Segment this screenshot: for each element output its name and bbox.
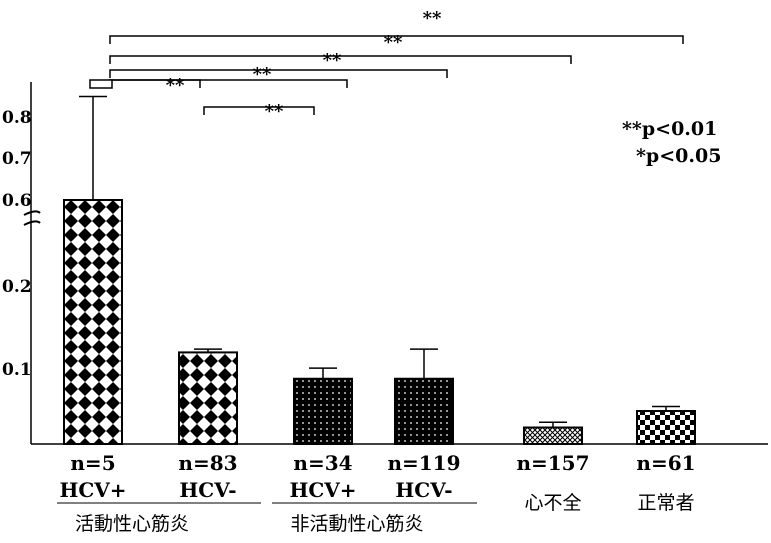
significance-label: ** [423, 8, 442, 29]
n-label: n=157 [516, 451, 589, 475]
bar [395, 379, 453, 444]
y-tick-label: 0.8 [2, 108, 32, 128]
significance-bracket [110, 70, 447, 78]
n-label: n=61 [636, 451, 695, 475]
bar [294, 379, 352, 444]
bar [637, 411, 695, 444]
group-label: 心不全 [524, 492, 581, 514]
significance-label: ** [384, 32, 403, 53]
hcv-label: HCV- [179, 478, 236, 502]
group-label: 正常者 [637, 492, 694, 514]
y-tick-label: 0.2 [2, 277, 32, 297]
significance-label: ** [253, 64, 272, 85]
bar [64, 200, 122, 444]
y-tick-label: 0.1 [2, 360, 32, 380]
n-label: n=5 [70, 451, 115, 475]
group-label: 非活動性心筋炎 [290, 513, 423, 535]
error-cap-box [90, 80, 112, 88]
axis-break-marks [24, 211, 40, 225]
significance-bracket [204, 107, 314, 115]
n-label: n=83 [178, 451, 237, 475]
bar [179, 352, 237, 444]
legend-p001: **p<0.01 [622, 118, 717, 140]
hcv-label: HCV+ [289, 478, 356, 502]
hcv-label: HCV+ [59, 478, 126, 502]
legend-p005: *p<0.05 [636, 145, 721, 167]
y-tick-label: 0.6 [2, 191, 32, 211]
n-label: n=34 [293, 451, 352, 475]
n-label: n=119 [387, 451, 460, 475]
significance-label: ** [323, 50, 342, 71]
group-label: 活動性心筋炎 [75, 513, 189, 535]
significance-label: ** [265, 101, 284, 122]
significance-bracket [110, 80, 347, 88]
significance-label: ** [166, 75, 185, 96]
significance-bracket [110, 80, 200, 88]
y-tick-label: 0.7 [2, 149, 32, 169]
hcv-label: HCV- [395, 478, 452, 502]
bar [524, 428, 582, 445]
